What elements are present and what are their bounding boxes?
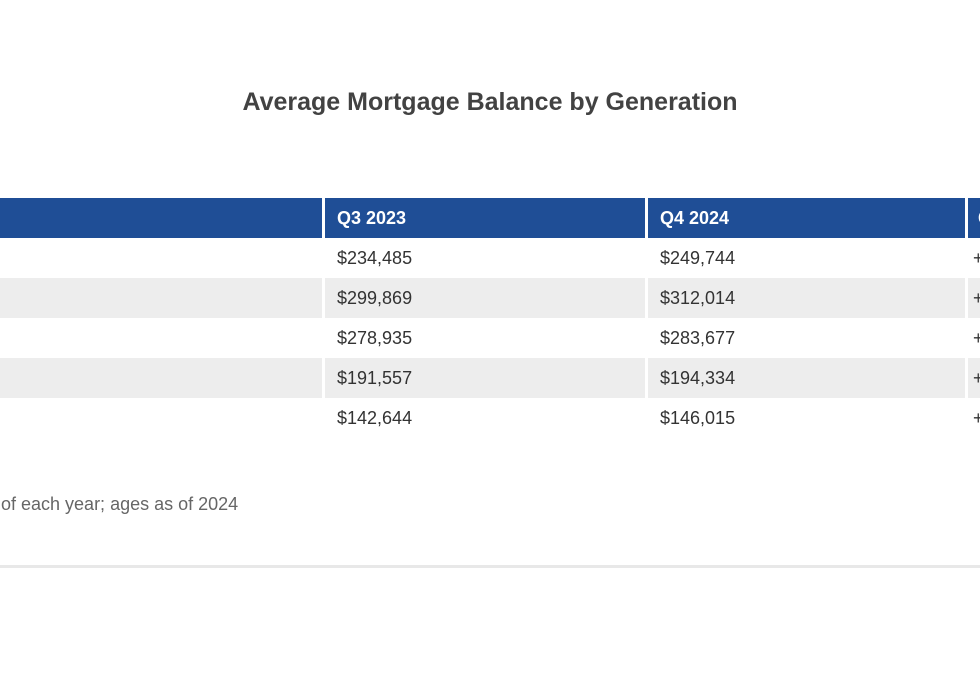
- cell-generation: [0, 278, 322, 318]
- section-divider: [0, 565, 980, 568]
- cell-q3-2023: $142,644: [322, 398, 645, 438]
- cell-q3-2023: $234,485: [322, 238, 645, 278]
- cell-change: +: [965, 398, 980, 438]
- cell-q4-2024: $249,744: [645, 238, 965, 278]
- cell-q3-2023: $278,935: [322, 318, 645, 358]
- table-row: $278,935 $283,677 +: [0, 318, 980, 358]
- table-row: $299,869 $312,014 +: [0, 278, 980, 318]
- header-cell-q3-2023: Q3 2023: [322, 198, 645, 238]
- cell-generation: [0, 398, 322, 438]
- cell-change: +: [965, 238, 980, 278]
- cell-q3-2023: $299,869: [322, 278, 645, 318]
- table-row: $142,644 $146,015 +: [0, 398, 980, 438]
- cell-change: +: [965, 278, 980, 318]
- cell-q4-2024: $146,015: [645, 398, 965, 438]
- cell-q4-2024: $312,014: [645, 278, 965, 318]
- page-title: Average Mortgage Balance by Generation: [242, 88, 738, 116]
- table-header-row: Q3 2023 Q4 2024 Change: [0, 198, 980, 238]
- cell-generation: [0, 238, 322, 278]
- header-cell-generation: [0, 198, 322, 238]
- cell-change: +: [965, 358, 980, 398]
- cell-q4-2024: $194,334: [645, 358, 965, 398]
- table-row: $234,485 $249,744 +: [0, 238, 980, 278]
- mortgage-balance-table: Q3 2023 Q4 2024 Change $234,485 $249,744…: [0, 198, 980, 438]
- source-footnote: of each year; ages as of 2024: [1, 494, 239, 514]
- cell-generation: [0, 318, 322, 358]
- cell-change: +: [965, 318, 980, 358]
- header-cell-q4-2024: Q4 2024: [645, 198, 965, 238]
- cell-generation: [0, 358, 322, 398]
- header-cell-change: Change: [965, 198, 980, 238]
- cell-q3-2023: $191,557: [322, 358, 645, 398]
- table-row: $191,557 $194,334 +: [0, 358, 980, 398]
- cell-q4-2024: $283,677: [645, 318, 965, 358]
